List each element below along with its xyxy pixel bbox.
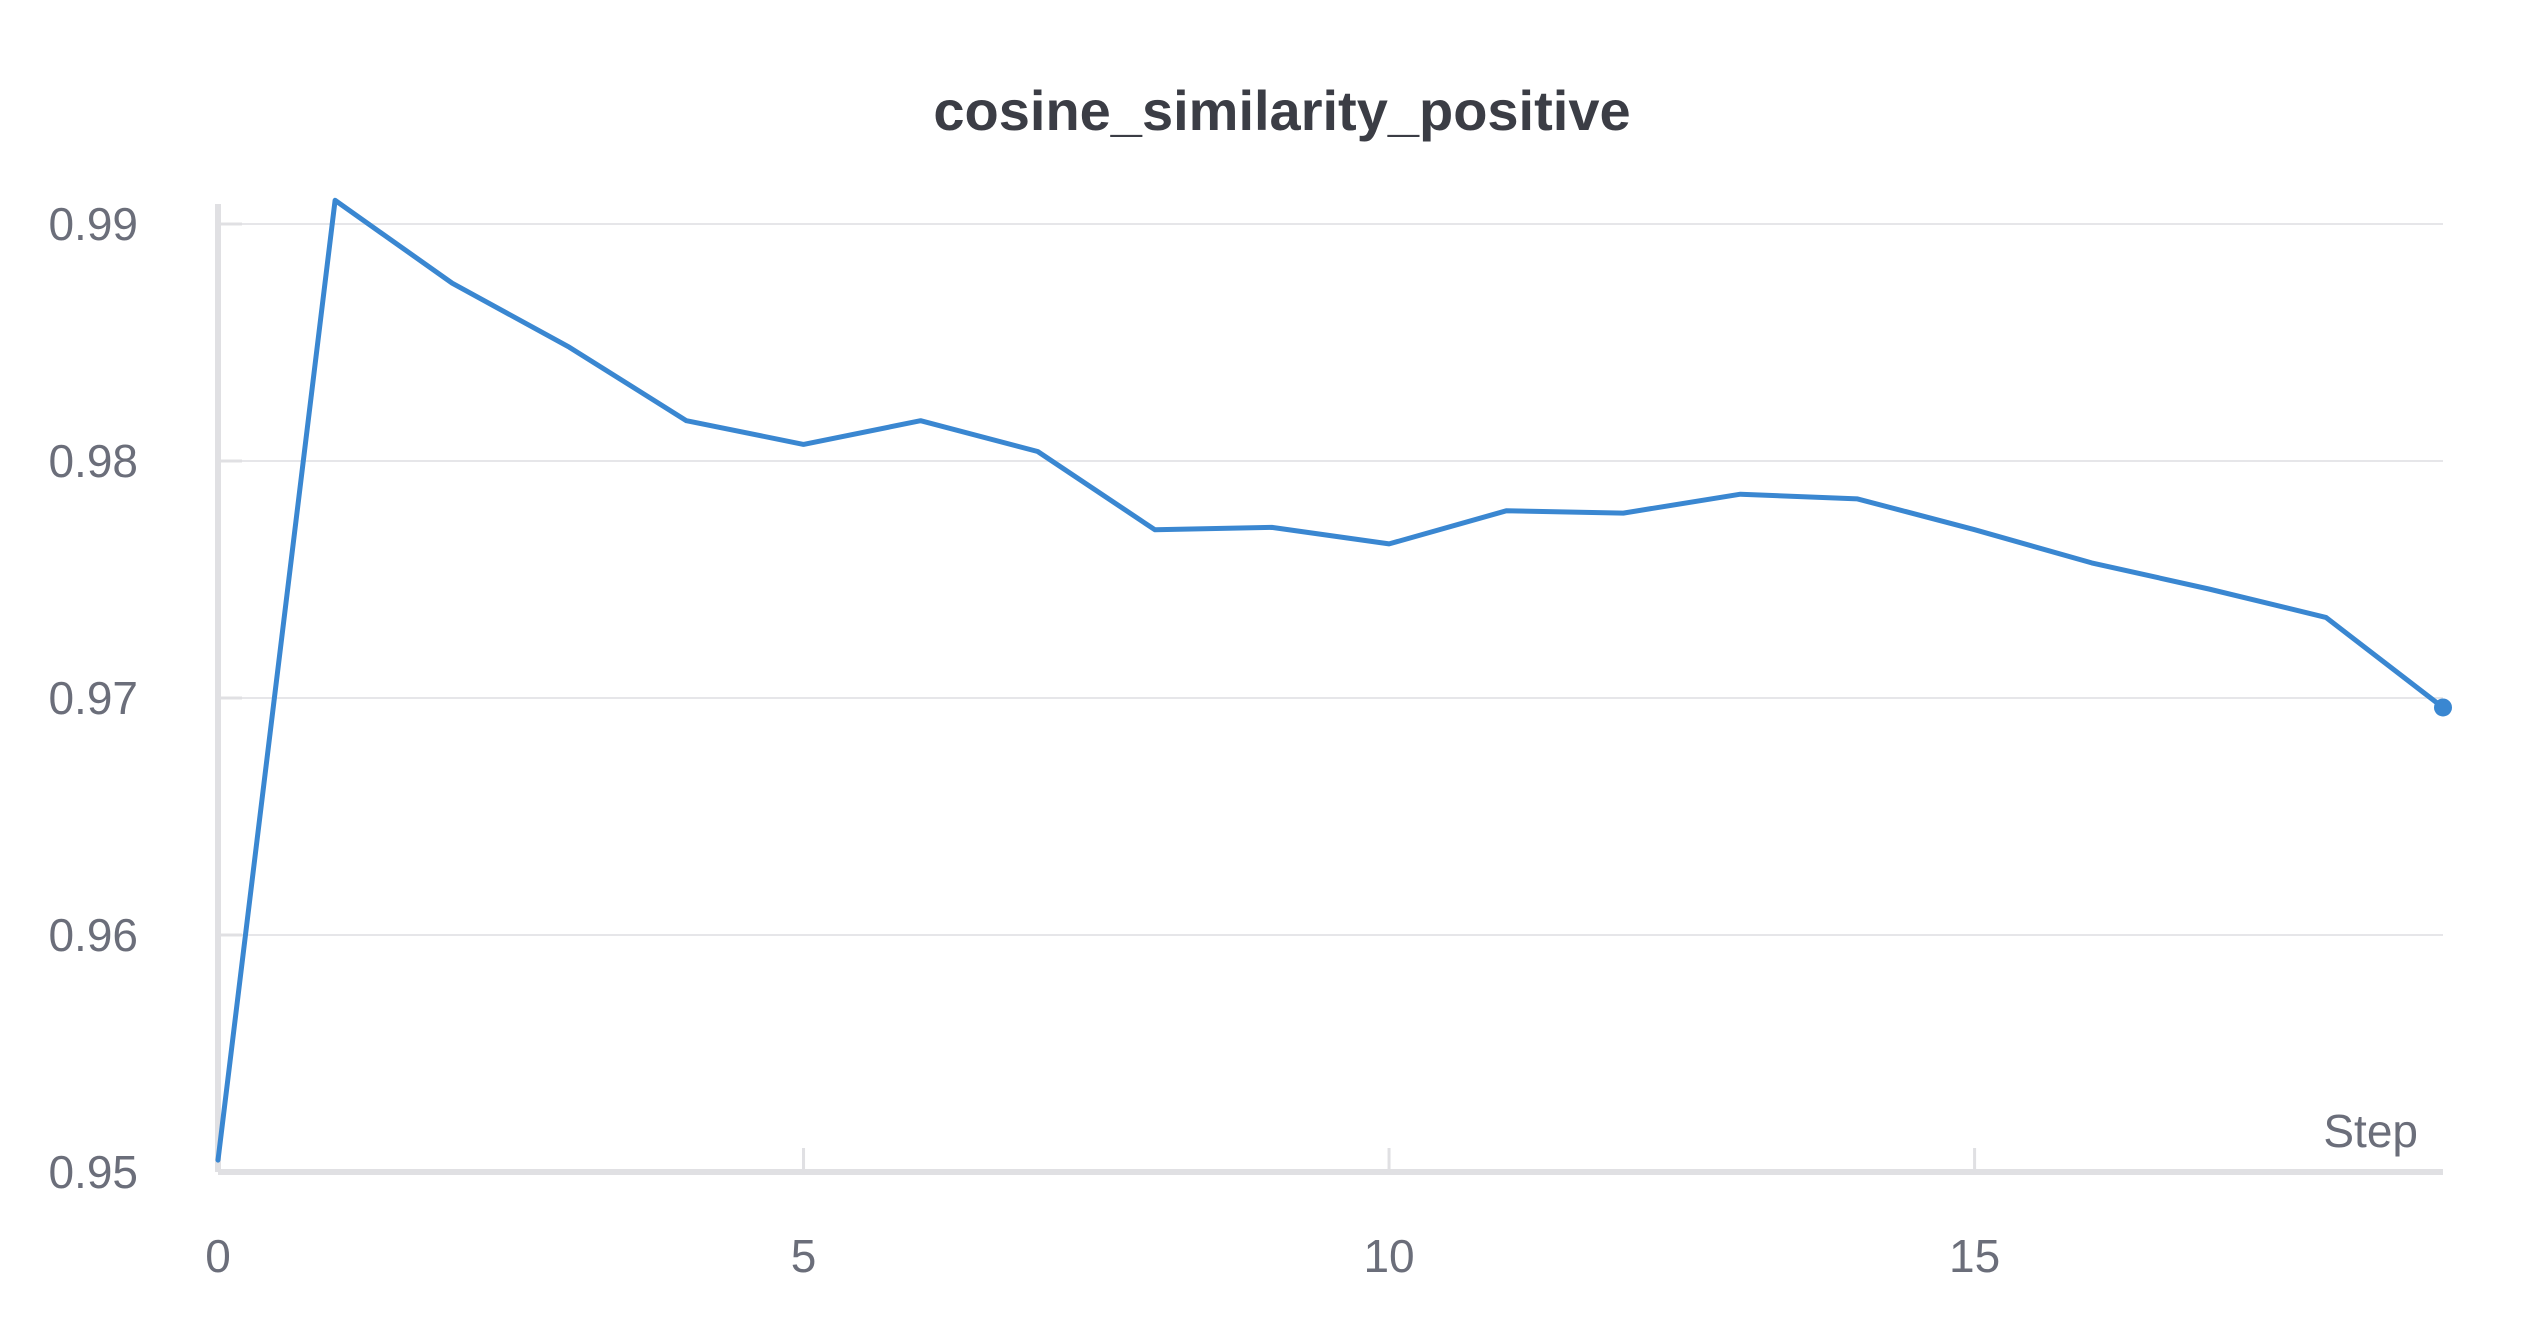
y-tick-label: 0.98 <box>48 435 138 487</box>
x-axis-label: Step <box>2323 1105 2418 1157</box>
x-tick-label: 10 <box>1363 1230 1414 1282</box>
x-tick-label: 15 <box>1949 1230 2000 1282</box>
grid-lines <box>218 223 2443 936</box>
chart-title: cosine_similarity_positive <box>933 79 1630 142</box>
x-tick-label: 0 <box>205 1230 231 1282</box>
y-tick-label: 0.96 <box>48 909 138 961</box>
last-point-marker <box>2434 698 2452 717</box>
axes <box>215 204 2443 1175</box>
y-tick-label: 0.97 <box>48 672 138 724</box>
x-tick-label: 5 <box>791 1230 817 1282</box>
series-layer <box>215 197 2452 1163</box>
series-line <box>215 197 2446 1163</box>
y-tick-label: 0.95 <box>48 1146 138 1198</box>
tick-labels: 0.95 0.96 0.97 0.98 0.99 0 5 10 15 <box>48 198 2000 1282</box>
y-tick-label: 0.99 <box>48 198 138 250</box>
